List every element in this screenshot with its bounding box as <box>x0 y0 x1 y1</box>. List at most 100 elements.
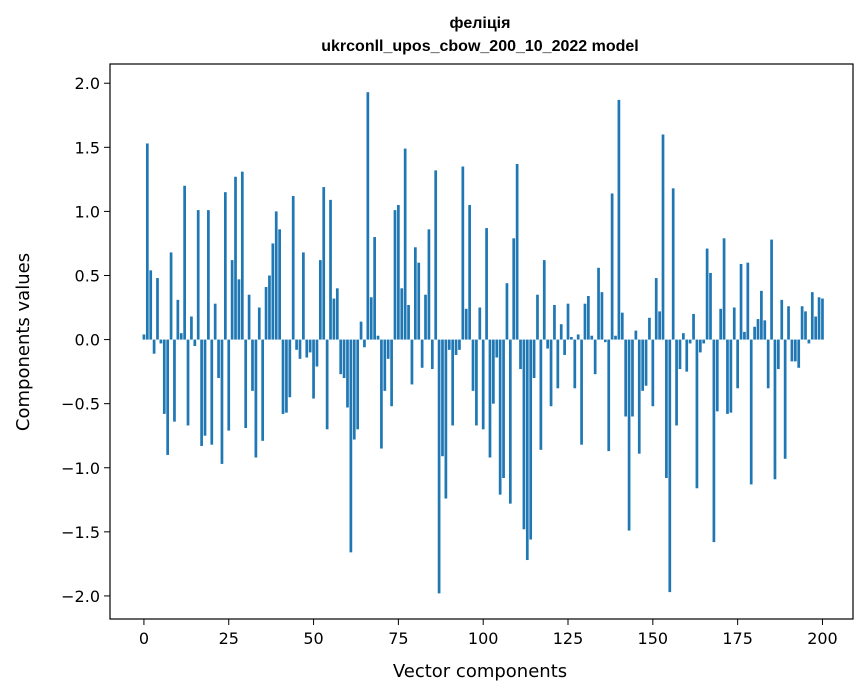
bar-24 <box>223 192 227 340</box>
bar-189 <box>783 339 787 459</box>
x-tick-label: 0 <box>139 629 149 648</box>
bar-166 <box>705 248 709 340</box>
bar-139 <box>614 335 617 340</box>
bar-163 <box>695 339 699 489</box>
bar-160 <box>685 339 689 372</box>
bar-27 <box>234 176 237 340</box>
bar-161 <box>688 339 692 344</box>
y-tick-label: 1.5 <box>75 138 100 157</box>
bar-88 <box>441 339 444 457</box>
bar-22 <box>217 339 220 379</box>
bar-135 <box>600 292 604 340</box>
bar-153 <box>661 134 665 340</box>
bar-59 <box>342 339 346 379</box>
bar-83 <box>424 294 427 340</box>
bar-133 <box>593 339 597 375</box>
bar-58 <box>339 339 343 375</box>
bar-122 <box>556 339 560 389</box>
bar-42 <box>285 339 288 413</box>
bar-50 <box>312 339 315 399</box>
bar-99 <box>478 307 482 340</box>
bar-37 <box>268 275 271 340</box>
bar-39 <box>274 211 278 340</box>
bar-158 <box>678 339 682 370</box>
bar-73 <box>390 339 393 407</box>
bar-111 <box>519 339 522 370</box>
bar-142 <box>624 339 628 417</box>
bar-55 <box>329 199 332 340</box>
bar-144 <box>631 339 634 417</box>
bar-131 <box>587 296 590 340</box>
bar-92 <box>454 339 458 355</box>
bar-51 <box>315 339 319 367</box>
bar-21 <box>213 303 217 340</box>
bar-102 <box>488 339 492 458</box>
bar-164 <box>698 339 702 353</box>
y-tick-label: 0.5 <box>75 266 100 285</box>
bar-169 <box>715 339 719 412</box>
bar-89 <box>444 339 448 499</box>
bar-20 <box>210 339 214 445</box>
bar-127 <box>573 339 577 389</box>
bar-66 <box>366 92 370 340</box>
bar-116 <box>536 294 539 340</box>
y-tick-label: −1.5 <box>61 523 100 542</box>
bar-132 <box>590 335 594 340</box>
bar-56 <box>332 298 336 340</box>
bar-31 <box>247 294 251 340</box>
bar-121 <box>553 304 556 340</box>
y-axis: 2.0 1.5 1.0 0.5 0.0 −0.5 −1.0 −1.5 −2.0 <box>61 74 110 606</box>
bar-40 <box>278 229 281 340</box>
bar-199 <box>817 297 821 340</box>
bar-23 <box>220 339 224 464</box>
bar-70 <box>380 339 383 449</box>
bar-47 <box>302 252 305 340</box>
bar-180 <box>753 326 756 340</box>
bar-85 <box>430 339 434 370</box>
bar-124 <box>563 339 566 355</box>
bar-87 <box>437 339 441 594</box>
y-tick-label: 0.0 <box>75 331 100 350</box>
bar-64 <box>359 321 363 340</box>
bar-71 <box>383 339 387 391</box>
bar-192 <box>793 339 797 362</box>
bar-7 <box>166 339 170 455</box>
bar-94 <box>461 166 465 340</box>
bar-106 <box>502 339 505 479</box>
bar-91 <box>451 339 455 426</box>
bar-82 <box>420 339 424 368</box>
bar-118 <box>542 260 546 340</box>
bar-60 <box>346 339 349 408</box>
bar-76 <box>400 288 404 340</box>
bar-29 <box>240 171 244 340</box>
bar-150 <box>651 339 655 407</box>
bar-146 <box>637 339 641 454</box>
bar-11 <box>179 333 183 340</box>
bar-182 <box>760 290 763 340</box>
y-tick-label: −0.5 <box>61 395 100 414</box>
bar-77 <box>403 148 407 340</box>
bar-195 <box>804 311 807 340</box>
chart-subtitle: ukrconll_upos_cbow_200_10_2022 model <box>321 38 638 55</box>
bar-62 <box>352 339 356 440</box>
bar-187 <box>777 339 780 370</box>
bar-4 <box>156 278 159 340</box>
bar-52 <box>318 260 322 340</box>
bar-48 <box>305 339 309 358</box>
bar-57 <box>335 288 339 340</box>
bars-group <box>142 92 824 594</box>
y-tick-label: 2.0 <box>75 74 100 93</box>
x-tick-label: 150 <box>638 629 669 648</box>
bar-170 <box>719 308 723 340</box>
x-tick-label: 125 <box>553 629 584 648</box>
bar-36 <box>264 287 268 340</box>
bar-98 <box>475 339 478 426</box>
bar-103 <box>492 339 495 404</box>
bar-108 <box>508 339 512 504</box>
bar-17 <box>200 339 203 446</box>
bar-79 <box>410 339 414 385</box>
bar-105 <box>498 339 502 495</box>
bar-110 <box>515 163 519 340</box>
bar-179 <box>749 339 753 485</box>
bar-115 <box>532 339 536 379</box>
